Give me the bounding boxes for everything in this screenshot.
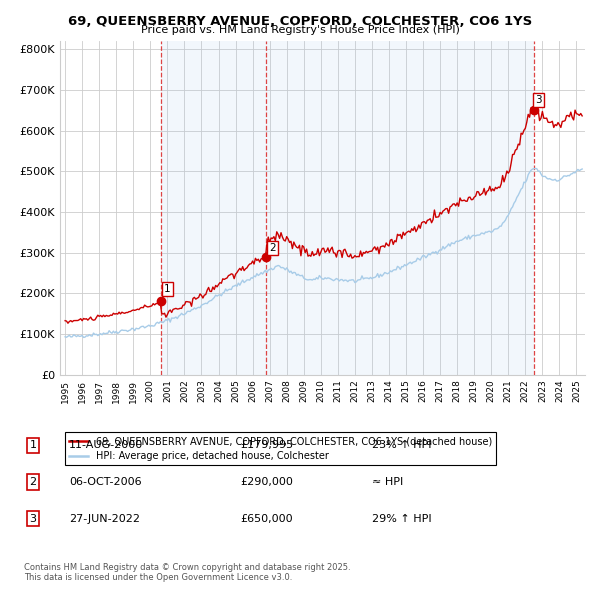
Text: 2: 2 — [29, 477, 37, 487]
Text: ≈ HPI: ≈ HPI — [372, 477, 403, 487]
Text: 11-AUG-2000: 11-AUG-2000 — [69, 441, 143, 450]
Text: £650,000: £650,000 — [240, 514, 293, 523]
Text: 1: 1 — [164, 284, 171, 294]
Bar — [161, 41, 266, 375]
Text: 2: 2 — [269, 243, 275, 253]
Text: 3: 3 — [535, 95, 542, 105]
Text: £179,995: £179,995 — [240, 441, 293, 450]
Text: 23% ↑ HPI: 23% ↑ HPI — [372, 441, 431, 450]
Text: 06-OCT-2006: 06-OCT-2006 — [69, 477, 142, 487]
Text: 29% ↑ HPI: 29% ↑ HPI — [372, 514, 431, 523]
Text: £290,000: £290,000 — [240, 477, 293, 487]
Bar — [266, 41, 533, 375]
Text: Price paid vs. HM Land Registry's House Price Index (HPI): Price paid vs. HM Land Registry's House … — [140, 25, 460, 35]
Text: 3: 3 — [29, 514, 37, 523]
Text: 69, QUEENSBERRY AVENUE, COPFORD, COLCHESTER, CO6 1YS: 69, QUEENSBERRY AVENUE, COPFORD, COLCHES… — [68, 15, 532, 28]
Text: 27-JUN-2022: 27-JUN-2022 — [69, 514, 140, 523]
Legend: 69, QUEENSBERRY AVENUE, COPFORD, COLCHESTER, CO6 1YS (detached house), HPI: Aver: 69, QUEENSBERRY AVENUE, COPFORD, COLCHES… — [65, 432, 496, 465]
Text: 1: 1 — [29, 441, 37, 450]
Text: Contains HM Land Registry data © Crown copyright and database right 2025.
This d: Contains HM Land Registry data © Crown c… — [24, 563, 350, 582]
